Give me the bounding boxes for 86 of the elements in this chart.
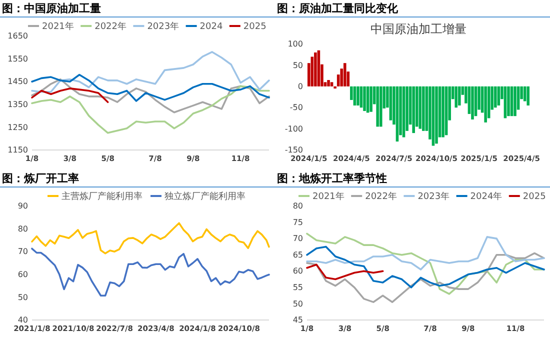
line-series <box>31 248 270 297</box>
bar <box>494 86 497 108</box>
chart-subtitle: 中国原油加工增量 <box>370 22 466 36</box>
line-series <box>31 85 270 134</box>
y-tick-label: 50 <box>292 299 303 308</box>
bar <box>435 86 438 144</box>
y-tick-label: 70 <box>18 247 28 256</box>
bar <box>334 86 336 89</box>
bar <box>514 86 516 116</box>
chart-title: 图：地炼开工率季节性 <box>277 172 387 185</box>
legend-label: 2022年 <box>94 21 127 32</box>
bar <box>396 86 399 142</box>
line-series <box>31 51 270 93</box>
bar <box>327 80 330 86</box>
bar <box>370 86 372 112</box>
y-tick-label: 60 <box>292 266 303 276</box>
bar <box>507 86 510 116</box>
bar <box>418 86 422 129</box>
bar <box>363 86 366 111</box>
y-tick-label: 60 <box>18 270 28 279</box>
line-series <box>306 246 545 288</box>
y-tick-label: 0 <box>298 82 303 91</box>
bar <box>343 63 346 86</box>
bar <box>432 86 435 146</box>
bar <box>458 86 461 106</box>
bar <box>310 56 314 86</box>
line-series <box>306 232 545 295</box>
legend-label: 2023年 <box>418 191 450 202</box>
line-series <box>306 236 545 270</box>
y-tick-label: 70 <box>292 234 303 244</box>
chart-title: 图：中国原油加工量 <box>2 2 101 15</box>
legend-label: 2021年 <box>312 191 344 202</box>
bar <box>412 86 415 134</box>
legend-label: 独立炼厂产能利用率 <box>164 191 246 202</box>
bar <box>526 86 530 106</box>
line-series <box>31 78 270 114</box>
line-series <box>31 74 270 102</box>
y-tick-label: 50 <box>18 292 28 302</box>
bar <box>442 86 444 138</box>
bar <box>497 86 500 106</box>
bar <box>353 86 356 106</box>
y-tick-label: 40 <box>18 316 28 325</box>
bar <box>356 86 360 106</box>
bar <box>379 86 382 127</box>
legend-label: 2022年 <box>365 191 398 202</box>
chart-title: 图：原油加工量同比变化 <box>277 2 399 15</box>
bar <box>330 82 334 86</box>
y-tick-label: 80 <box>292 202 303 211</box>
legend-label: 2024年 <box>470 191 502 202</box>
bar <box>317 50 320 86</box>
bar <box>314 52 317 86</box>
y-tick-label: 1250 <box>8 122 28 132</box>
bar <box>422 86 425 131</box>
line-series <box>306 264 384 280</box>
y-tick-label: 50 <box>292 60 303 70</box>
legend-label: 主营炼厂产能利用率 <box>62 191 142 202</box>
y-tick-label: -50 <box>290 103 303 112</box>
y-tick-label: -100 <box>284 124 303 134</box>
line-series <box>31 222 270 254</box>
y-tick-label: 1450 <box>8 77 28 86</box>
y-tick-label: -150 <box>284 146 303 155</box>
bar <box>484 86 487 122</box>
legend-label: 2024 <box>200 22 223 32</box>
y-tick-label: 1550 <box>8 54 28 64</box>
legend-label: 2025 <box>243 22 266 32</box>
y-tick-label: 1650 <box>8 32 28 41</box>
y-tick-label: 90 <box>18 202 28 211</box>
legend-label: 2023年 <box>147 21 180 32</box>
chart-title: 图：炼厂开工率 <box>2 172 79 185</box>
y-tick-label: 75 <box>292 218 303 227</box>
legend-label: 2021年 <box>42 21 74 32</box>
bar <box>402 86 406 138</box>
y-tick-label: 100 <box>288 40 303 49</box>
bar <box>376 86 379 127</box>
y-tick-label: 65 <box>292 250 303 260</box>
bar <box>471 86 474 120</box>
y-tick-label: 1350 <box>8 100 28 109</box>
bar <box>389 86 392 120</box>
line-series <box>306 252 545 303</box>
line-series <box>31 88 109 104</box>
bar <box>454 86 458 108</box>
y-tick-label: 1150 <box>8 146 28 155</box>
y-tick-label: 80 <box>18 224 28 234</box>
legend-label: 2025 <box>522 192 546 202</box>
y-tick-label: 45 <box>292 316 303 325</box>
y-tick-label: 55 <box>292 282 303 292</box>
